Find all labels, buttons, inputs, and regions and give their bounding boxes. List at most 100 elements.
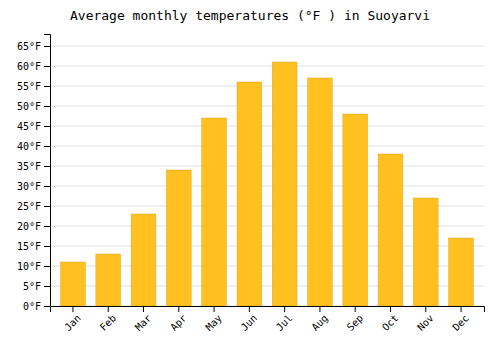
x-tick: Aug — [309, 306, 330, 333]
grid-line — [50, 126, 484, 127]
y-tick-label: 10°F — [17, 261, 41, 272]
y-tick-label: 5°F — [23, 281, 41, 292]
y-tick-label: 25°F — [17, 201, 41, 212]
x-tick-label: May — [203, 312, 224, 333]
x-tick-label: Sep — [345, 312, 366, 333]
y-tick: 10°F — [17, 261, 50, 272]
y-tick-label: 45°F — [17, 121, 41, 132]
y-tick: 50°F — [17, 101, 50, 112]
y-axis-line — [44, 35, 51, 307]
y-tick: 40°F — [17, 141, 50, 152]
x-tick-mark — [249, 306, 250, 312]
bar — [343, 114, 368, 306]
x-tick: Jul — [274, 306, 295, 333]
y-tick-label: 0°F — [23, 301, 41, 312]
bar — [96, 254, 121, 306]
grid-line — [50, 186, 484, 187]
y-tick-label: 35°F — [17, 161, 41, 172]
x-tick-mark — [284, 306, 285, 312]
title: Average monthly temperatures (°F ) in Su… — [70, 8, 430, 23]
y-tick-label: 65°F — [17, 41, 41, 52]
y-tick: 30°F — [17, 181, 50, 192]
y-tick-mark — [44, 126, 50, 127]
grid-line — [50, 86, 484, 87]
bar — [131, 214, 156, 306]
grid-line — [50, 146, 484, 147]
x-tick: Sep — [345, 306, 366, 333]
bar — [166, 170, 191, 306]
grid-line — [50, 106, 484, 107]
x-tick-label: Dec — [450, 312, 471, 333]
y-tick-label: 15°F — [17, 241, 41, 252]
x-axis-line — [51, 307, 485, 313]
y-tick: 55°F — [17, 81, 50, 92]
grid-line — [50, 66, 484, 67]
y-tick-mark — [44, 46, 50, 47]
x-tick-label: Nov — [415, 312, 436, 333]
y-tick: 45°F — [17, 121, 50, 132]
y-tick: 60°F — [17, 61, 50, 72]
x-tick: May — [203, 306, 224, 333]
x-tick-mark — [355, 306, 356, 312]
y-tick: 25°F — [17, 201, 50, 212]
x-tick: Jun — [239, 306, 260, 333]
y-tick-mark — [44, 266, 50, 267]
x-tick-mark — [461, 306, 462, 312]
bar — [308, 78, 333, 306]
x-axis: Jan Feb Mar Apr May Jun Jul Aug Sep Oct Nov Dec — [51, 306, 485, 333]
y-tick-mark — [44, 66, 50, 67]
y-axis: 0°F 5°F 10°F 15°F 20°F 25°F 30°F 35°F 40°F 45°F 50… — [17, 35, 51, 312]
x-tick-label: Jun — [239, 312, 260, 333]
x-tick-label: Oct — [380, 312, 401, 333]
y-tick: 65°F — [17, 41, 50, 52]
y-tick-label: 40°F — [17, 141, 41, 152]
x-tick: Nov — [415, 306, 436, 333]
grid — [50, 46, 484, 306]
x-tick-label: Aug — [309, 312, 330, 333]
x-tick: Dec — [450, 306, 471, 333]
bars — [61, 62, 474, 306]
x-tick: Oct — [380, 306, 401, 333]
y-tick-mark — [44, 166, 50, 167]
x-tick-mark — [390, 306, 391, 312]
x-tick-mark — [214, 306, 215, 312]
bar — [449, 238, 474, 306]
x-tick: Apr — [168, 306, 189, 333]
y-tick-mark — [44, 106, 50, 107]
x-tick-label: Jan — [62, 312, 83, 333]
y-tick-label: 20°F — [17, 221, 41, 232]
bar — [61, 262, 86, 306]
x-tick-mark — [178, 306, 179, 312]
plot: 0°F 5°F 10°F 15°F 20°F 25°F 30°F 35°F 40°F 45°F 50… — [17, 35, 485, 333]
y-tick-mark — [44, 186, 50, 187]
y-tick-mark — [44, 226, 50, 227]
y-tick: 0°F — [23, 301, 50, 312]
y-tick-mark — [44, 306, 50, 307]
y-tick: 20°F — [17, 221, 50, 232]
x-tick: Feb — [98, 306, 119, 333]
bar — [237, 82, 262, 306]
y-tick: 5°F — [23, 281, 50, 292]
bar — [413, 198, 438, 306]
x-tick-mark — [425, 306, 426, 312]
grid-line — [50, 46, 484, 47]
chart: Average monthly temperatures (°F ) in Su… — [0, 0, 500, 350]
y-tick-mark — [44, 86, 50, 87]
y-tick-mark — [44, 206, 50, 207]
bar — [272, 62, 297, 306]
x-tick-mark — [108, 306, 109, 312]
x-tick-label: Apr — [168, 312, 189, 333]
x-tick-label: Feb — [98, 312, 119, 333]
y-tick-mark — [44, 146, 50, 147]
y-tick-mark — [44, 286, 50, 287]
x-tick: Jan — [62, 306, 83, 333]
x-tick: Mar — [133, 306, 154, 333]
x-tick-label: Mar — [133, 312, 154, 333]
y-tick-label: 50°F — [17, 101, 41, 112]
y-tick-mark — [44, 246, 50, 247]
bar — [202, 118, 227, 306]
x-tick-mark — [72, 306, 73, 312]
x-tick-label: Jul — [274, 312, 295, 333]
x-tick-mark — [143, 306, 144, 312]
bar — [378, 154, 403, 306]
